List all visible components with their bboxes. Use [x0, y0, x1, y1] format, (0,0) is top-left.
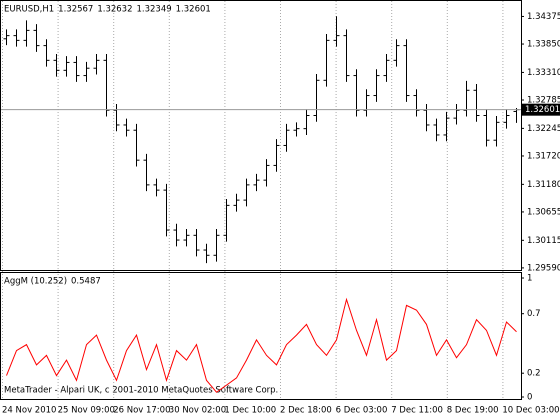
x-tick-label: 26 Nov 17:00 [113, 406, 170, 416]
last-close: 1.32601 [176, 5, 211, 15]
y-tick-label: 1.34375 [527, 12, 560, 22]
y-tick-label: 0 [527, 393, 532, 403]
y-tick-label: 1 [527, 274, 532, 284]
indicator-header: AggM (10.252) 0.5487 [4, 277, 101, 287]
y-tick-label: 1.33310 [527, 68, 560, 78]
y-tick-label: 1.31180 [527, 180, 560, 190]
y-tick-label: 1.33850 [527, 40, 560, 50]
x-tick-label: 6 Dec 03:00 [336, 406, 388, 416]
x-tick-label: 1 Dec 10:00 [224, 406, 276, 416]
x-tick-label: 2 Dec 18:00 [280, 406, 332, 416]
y-tick-label: 1.30655 [527, 207, 560, 217]
indicator-panel [0, 272, 522, 400]
last-price-label: 1.32601 [525, 105, 560, 115]
last-low: 1.32349 [136, 5, 171, 15]
x-tick-label: 10 Dec 03:00 [502, 406, 559, 416]
last-price-box [522, 103, 560, 116]
copyright: MetaTrader - Alpari UK, c 2001-2010 Meta… [4, 386, 278, 396]
last-high: 1.32632 [97, 5, 132, 15]
x-tick-label: 8 Dec 19:00 [447, 406, 499, 416]
x-tick-label: 24 Nov 2010 [2, 406, 56, 416]
y-tick-label: 1.32785 [527, 96, 560, 106]
y-tick-label: 0.7 [527, 309, 541, 319]
price-panel [0, 0, 522, 271]
indicator-line [6, 297, 517, 393]
y-tick-label: 1.30115 [527, 236, 560, 246]
x-tick-label: 7 Dec 11:00 [391, 406, 443, 416]
y-tick-label: 1.31720 [527, 151, 560, 161]
x-tick-label: 30 Nov 02:00 [169, 406, 226, 416]
y-tick-label: 0.2 [527, 369, 541, 379]
indicator-last: 0.5487 [71, 277, 101, 287]
price-header: EURUSD,H1 1.32567 1.32632 1.32349 1.3260… [4, 5, 211, 15]
last-open: 1.32567 [58, 5, 93, 15]
x-tick-label: 25 Nov 09:00 [58, 406, 115, 416]
y-tick-label: 1.29590 [527, 263, 560, 273]
y-tick-label: 1.32245 [527, 124, 560, 134]
symbol: EURUSD,H1 [4, 5, 54, 15]
indicator-title: AggM (10.252) [4, 277, 67, 287]
